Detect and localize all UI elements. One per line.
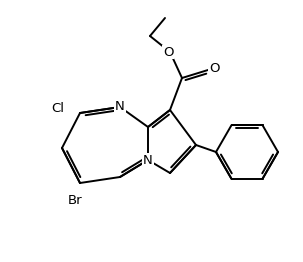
Text: N: N [143,154,153,166]
Text: Br: Br [68,194,82,206]
Text: Cl: Cl [52,102,65,116]
Text: O: O [209,62,219,74]
Text: O: O [163,46,173,58]
Text: N: N [115,101,125,113]
